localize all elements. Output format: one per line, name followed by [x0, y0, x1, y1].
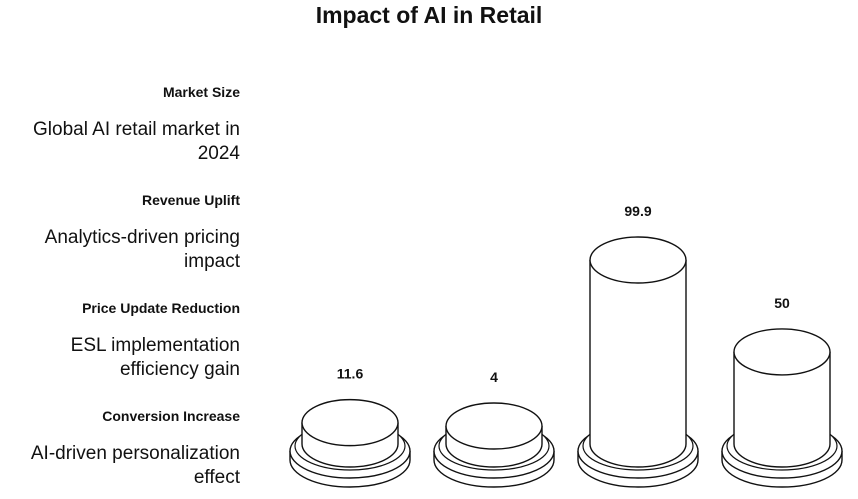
bar-top-price-update-reduction — [589, 236, 687, 284]
value-label-price-update-reduction: 99.9 — [624, 203, 651, 219]
chart-title: Impact of AI in Retail — [315, 2, 543, 28]
category-label-revenue-uplift: Revenue Uplift — [141, 192, 240, 208]
bar-top-conversion-increase — [733, 328, 831, 376]
value-label-revenue-uplift: 4 — [490, 369, 498, 385]
bar-price-update-reduction — [589, 260, 687, 468]
category-label-price-update-reduction: Price Update Reduction — [82, 300, 240, 316]
description-market-size: Global AI retail market in 2024 — [33, 119, 240, 164]
description-revenue-uplift: Analytics-driven pricing impact — [44, 227, 240, 272]
bar-top-revenue-uplift — [445, 402, 543, 450]
description-conversion-increase: AI-driven personalization effect — [30, 443, 240, 488]
description-price-update-reduction: ESL implementation efficiency gain — [70, 335, 240, 380]
value-label-market-size: 11.6 — [337, 366, 364, 382]
bar-conversion-increase — [733, 351, 831, 468]
bar-top-market-size — [301, 398, 399, 447]
category-label-conversion-increase: Conversion Increase — [102, 408, 240, 424]
category-label-market-size: Market Size — [162, 84, 240, 100]
value-label-conversion-increase: 50 — [774, 295, 790, 311]
